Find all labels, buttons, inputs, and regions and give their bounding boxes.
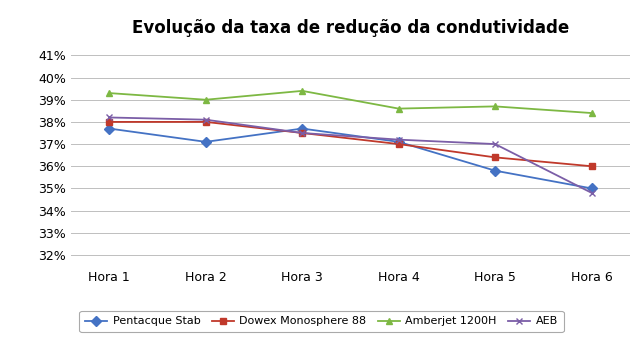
Dowex Monosphere 88: [491, 155, 499, 160]
Amberjet 1200H: [202, 98, 210, 102]
Title: Evolução da taxa de redução da condutividade: Evolução da taxa de redução da condutivi…: [132, 19, 569, 37]
AEB: [588, 191, 595, 195]
AEB: [298, 131, 306, 135]
Legend: Pentacque Stab, Dowex Monosphere 88, Amberjet 1200H, AEB: Pentacque Stab, Dowex Monosphere 88, Amb…: [80, 311, 563, 332]
AEB: [202, 118, 210, 122]
Dowex Monosphere 88: [395, 142, 403, 146]
AEB: [395, 137, 403, 142]
Amberjet 1200H: [588, 111, 595, 115]
Amberjet 1200H: [105, 91, 113, 95]
Pentacque Stab: [202, 140, 210, 144]
Line: Pentacque Stab: Pentacque Stab: [106, 125, 595, 192]
Pentacque Stab: [588, 187, 595, 191]
Dowex Monosphere 88: [202, 120, 210, 124]
Pentacque Stab: [395, 140, 403, 144]
Pentacque Stab: [491, 169, 499, 173]
AEB: [105, 116, 113, 120]
Line: Amberjet 1200H: Amberjet 1200H: [106, 87, 595, 117]
Amberjet 1200H: [491, 104, 499, 108]
Dowex Monosphere 88: [588, 164, 595, 168]
AEB: [491, 142, 499, 146]
Dowex Monosphere 88: [105, 120, 113, 124]
Pentacque Stab: [298, 127, 306, 131]
Line: AEB: AEB: [106, 114, 595, 196]
Pentacque Stab: [105, 127, 113, 131]
Amberjet 1200H: [298, 89, 306, 93]
Amberjet 1200H: [395, 106, 403, 110]
Dowex Monosphere 88: [298, 131, 306, 135]
Line: Dowex Monosphere 88: Dowex Monosphere 88: [106, 118, 595, 170]
